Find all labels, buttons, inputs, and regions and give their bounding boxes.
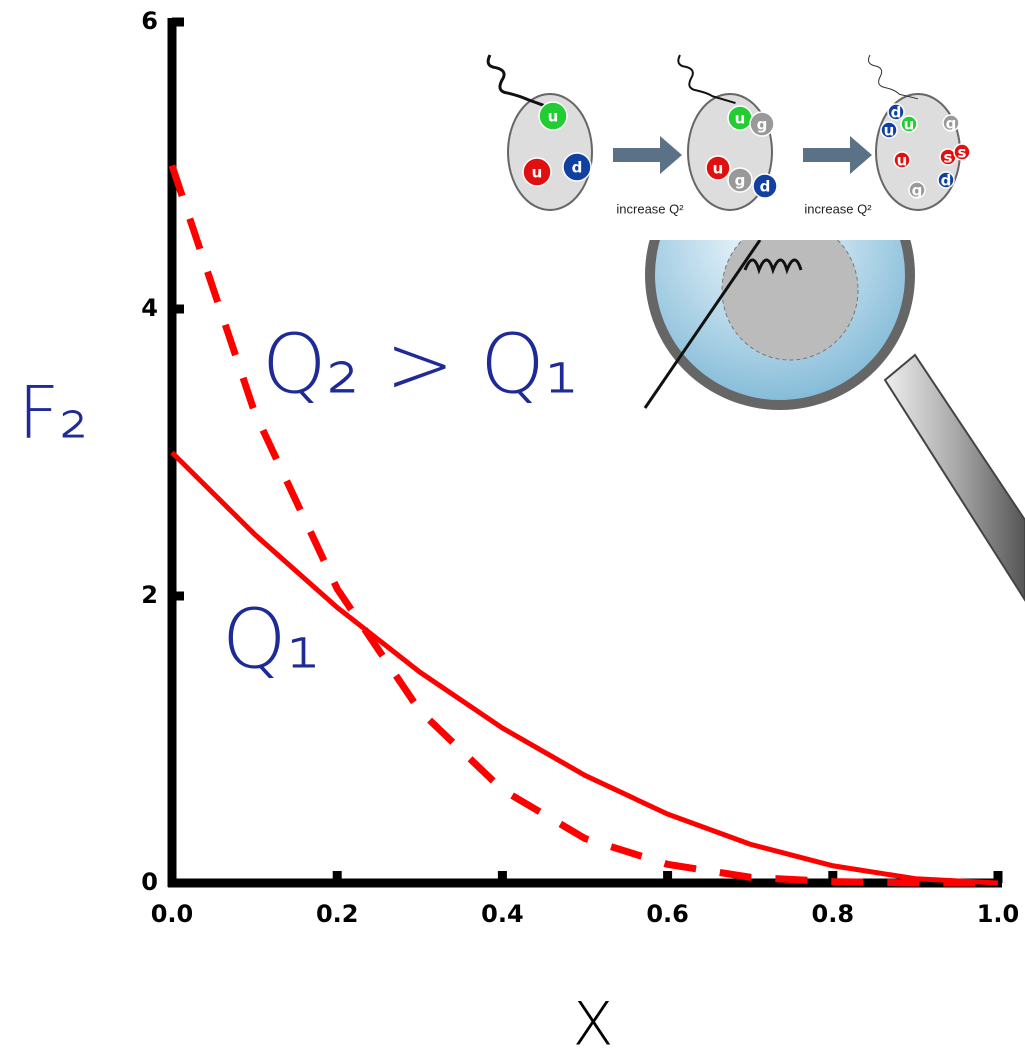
particle: [562, 152, 592, 182]
particle: [705, 155, 731, 181]
particle: [727, 167, 753, 193]
particle: [752, 173, 778, 199]
annotation: Q₂ > Q₁: [262, 318, 578, 413]
particle-label: s: [958, 144, 967, 162]
particle-label: d: [891, 104, 902, 122]
particle: [908, 181, 926, 199]
particle-label: u: [897, 152, 908, 170]
particle: [538, 101, 568, 131]
particle-label: d: [941, 172, 952, 190]
particle: [880, 121, 898, 139]
particle: [942, 114, 960, 132]
x-tick-label: 0.4: [481, 900, 524, 928]
particle-label: u: [548, 108, 559, 126]
y-tick-label: 4: [141, 294, 158, 322]
particle-label: g: [757, 116, 768, 134]
series-line: [170, 450, 999, 886]
particle-label: u: [735, 110, 746, 128]
x-tick-label: 1.0: [977, 900, 1020, 928]
particle-label: u: [532, 164, 543, 182]
particle: [953, 143, 971, 161]
particle-label: u: [904, 116, 915, 134]
arrow-label: increase Q²: [804, 201, 872, 216]
particle-label: u: [713, 160, 724, 178]
arrow-label: increase Q²: [616, 201, 684, 216]
particle-label: g: [735, 172, 746, 190]
particle: [893, 151, 911, 169]
particle-label: s: [944, 149, 953, 167]
y-tick-label: 6: [141, 7, 158, 35]
y-tick-label: 0: [141, 868, 158, 896]
annotation: Q₁: [222, 593, 319, 688]
particle-label: d: [572, 159, 583, 177]
y-axis-label: F₂: [18, 371, 88, 455]
x-tick-label: 0.8: [812, 900, 855, 928]
particle: [522, 157, 552, 187]
x-tick-label: 0.2: [316, 900, 359, 928]
series-line: [168, 164, 998, 887]
particle: [937, 171, 955, 189]
x-axis-label: X: [572, 990, 613, 1051]
x-tick-label: 0.0: [151, 900, 194, 928]
particle: [887, 103, 905, 121]
particle-label: d: [760, 178, 771, 196]
particle: [900, 115, 918, 133]
particle-label: g: [912, 182, 923, 200]
particle: [749, 111, 775, 137]
particle-label: u: [884, 122, 895, 140]
magnifier-illustration: [643, 240, 1025, 602]
y-tick-label: 2: [141, 581, 158, 609]
x-tick-label: 0.6: [646, 900, 689, 928]
particle-label: g: [946, 115, 957, 133]
